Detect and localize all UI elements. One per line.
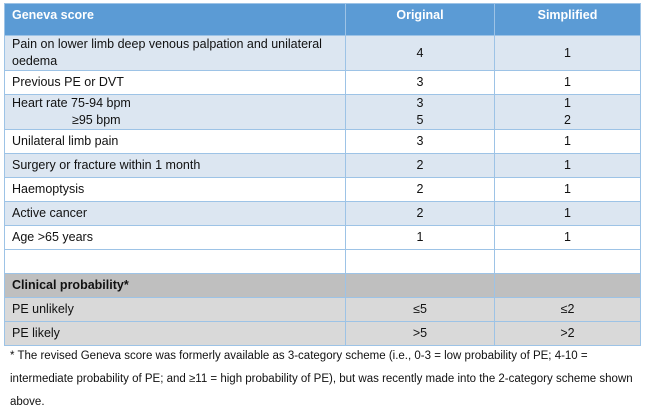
header-row: Geneva score Original Simplified — [4, 3, 641, 36]
geneva-score-table: Geneva score Original Simplified Pain on… — [4, 3, 641, 346]
table-row: PE likely >5 >2 — [4, 321, 641, 346]
table-row: Previous PE or DVT 3 1 — [4, 70, 641, 95]
table-row: Surgery or fracture within 1 month 2 1 — [4, 153, 641, 178]
table-row: Unilateral limb pain 3 1 — [4, 129, 641, 154]
table-row: Age >65 years 1 1 — [4, 225, 641, 250]
header-criterion: Geneva score — [4, 3, 346, 36]
table-row: PE unlikely ≤5 ≤2 — [4, 297, 641, 322]
probability-header-row: Clinical probability* — [4, 273, 641, 298]
table-row: Pain on lower limb deep venous palpation… — [4, 35, 641, 71]
header-simplified: Simplified — [494, 3, 641, 36]
header-original: Original — [345, 3, 495, 36]
table-row: Haemoptysis 2 1 — [4, 177, 641, 202]
table-row: Heart rate 75-94 bpm ≥95 bpm 3 5 1 2 — [4, 94, 641, 130]
table-row: Active cancer 2 1 — [4, 201, 641, 226]
footnote: * The revised Geneva score was formerly … — [10, 350, 633, 408]
empty-row — [4, 249, 641, 274]
